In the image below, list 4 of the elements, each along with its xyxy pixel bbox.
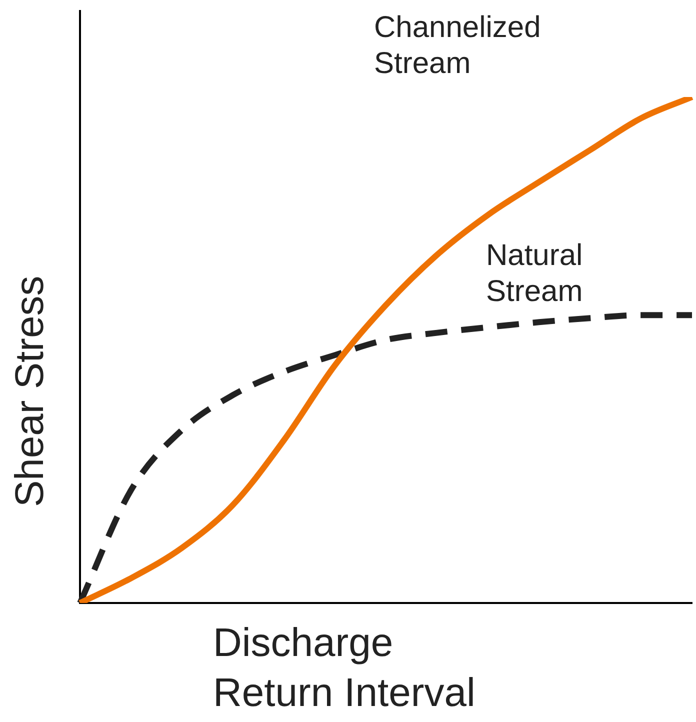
y-axis-title: Shear Stress — [8, 276, 52, 507]
series-label: Natural Stream — [486, 238, 584, 310]
text: Channelized Stream — [374, 10, 542, 82]
x-axis-title: Discharge Return Interval — [213, 620, 476, 717]
